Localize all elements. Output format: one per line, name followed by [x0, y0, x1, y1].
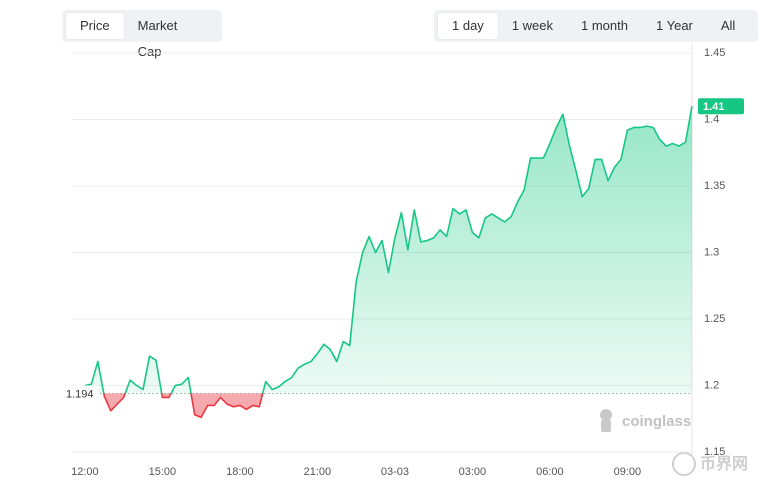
y-tick-label: 1.3 [704, 246, 719, 258]
range-button[interactable]: 1 day [438, 13, 498, 39]
y-tick-label: 1.45 [704, 47, 725, 59]
baseline-tag [62, 385, 98, 402]
range-button[interactable]: 1 month [581, 18, 628, 33]
x-tick-label: 12:00 [71, 466, 99, 478]
y-tick-label: 1.4 [704, 113, 719, 125]
x-tick-label: 21:00 [304, 466, 332, 478]
metric-button[interactable]: Price [66, 13, 124, 39]
range-button[interactable]: 1 week [511, 18, 554, 33]
range-button[interactable]: All [720, 18, 736, 33]
area-positive [84, 106, 692, 394]
line-positive [84, 106, 693, 394]
price-tag-label: 1.41 [703, 101, 724, 113]
x-tick-label: 09:00 [614, 466, 642, 478]
range-toggle: 1 day 1 week 1 month 1 Year All [434, 10, 758, 42]
range-button[interactable]: 1 Year [656, 18, 693, 33]
metric-button[interactable]: Market Cap [137, 18, 178, 59]
y-tick-label: 1.2 [704, 379, 719, 391]
y-tick-label: 1.25 [704, 313, 725, 325]
watermark: coinglass [622, 413, 691, 430]
watermark-icon [672, 452, 696, 476]
baseline-label: 1.194 [66, 388, 94, 400]
y-tick-label: 1.15 [704, 446, 725, 458]
x-tick-label: 06:00 [536, 466, 564, 478]
x-tick-label: 03:00 [459, 466, 487, 478]
metric-toggle: Price Market Cap [62, 10, 222, 59]
x-tick-label: 18:00 [226, 466, 254, 478]
x-tick-label: 03-03 [381, 466, 409, 478]
watermark: 币界网 [700, 455, 748, 473]
x-tick-label: 15:00 [149, 466, 177, 478]
y-tick-label: 1.35 [704, 180, 725, 192]
coinglass-logo [600, 409, 612, 432]
price-tag [698, 98, 744, 115]
